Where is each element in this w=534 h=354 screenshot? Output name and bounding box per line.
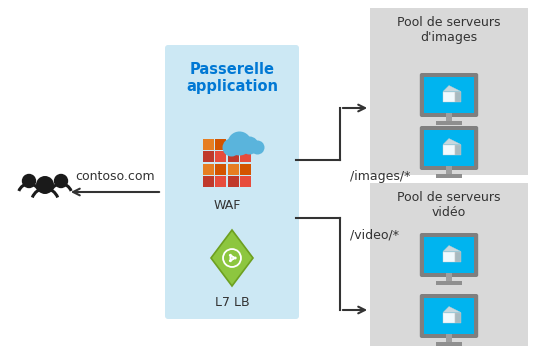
- Circle shape: [22, 174, 36, 188]
- Polygon shape: [443, 313, 455, 322]
- Bar: [424, 237, 474, 273]
- Bar: [203, 176, 214, 187]
- Polygon shape: [455, 144, 461, 155]
- FancyBboxPatch shape: [420, 126, 478, 170]
- Bar: [240, 176, 252, 187]
- Bar: [240, 151, 252, 162]
- Bar: [203, 151, 214, 162]
- FancyBboxPatch shape: [420, 73, 478, 117]
- Bar: [424, 77, 474, 113]
- Text: Pool de serveurs
vidéo: Pool de serveurs vidéo: [397, 191, 501, 219]
- Bar: [203, 164, 214, 175]
- Polygon shape: [443, 245, 461, 252]
- Polygon shape: [443, 86, 461, 92]
- FancyBboxPatch shape: [420, 294, 478, 338]
- Bar: [436, 342, 461, 346]
- Polygon shape: [443, 252, 455, 262]
- Polygon shape: [455, 92, 461, 102]
- Bar: [227, 176, 239, 187]
- Polygon shape: [455, 313, 461, 322]
- Bar: [446, 334, 452, 342]
- Polygon shape: [211, 230, 253, 286]
- Polygon shape: [455, 252, 461, 262]
- Polygon shape: [443, 138, 461, 144]
- Bar: [227, 139, 239, 150]
- FancyBboxPatch shape: [420, 233, 478, 277]
- Text: WAF: WAF: [213, 199, 241, 212]
- Bar: [424, 130, 474, 166]
- Bar: [203, 139, 214, 150]
- Bar: [370, 183, 528, 346]
- Text: contoso.com: contoso.com: [75, 170, 155, 183]
- Circle shape: [54, 174, 68, 188]
- Bar: [446, 273, 452, 281]
- Polygon shape: [443, 307, 461, 313]
- FancyBboxPatch shape: [165, 45, 299, 319]
- Text: /images/*: /images/*: [350, 170, 410, 183]
- Bar: [215, 151, 226, 162]
- Text: Passerelle
application: Passerelle application: [186, 62, 278, 95]
- Bar: [215, 139, 226, 150]
- Circle shape: [250, 141, 264, 154]
- Bar: [240, 139, 252, 150]
- Bar: [370, 8, 528, 175]
- Bar: [446, 113, 452, 121]
- Bar: [436, 121, 461, 125]
- Bar: [215, 164, 226, 175]
- Bar: [240, 164, 252, 175]
- Circle shape: [240, 137, 258, 154]
- Circle shape: [227, 131, 252, 155]
- Circle shape: [36, 176, 54, 194]
- Polygon shape: [443, 92, 455, 102]
- Bar: [227, 151, 239, 162]
- Polygon shape: [443, 144, 455, 155]
- Circle shape: [223, 138, 240, 156]
- Bar: [446, 166, 452, 174]
- Bar: [227, 164, 239, 175]
- Bar: [436, 174, 461, 177]
- Text: /video/*: /video/*: [350, 228, 399, 241]
- Bar: [215, 176, 226, 187]
- Text: Pool de serveurs
d'images: Pool de serveurs d'images: [397, 16, 501, 44]
- Bar: [436, 281, 461, 285]
- Text: L7 LB: L7 LB: [215, 296, 249, 309]
- Bar: [424, 298, 474, 334]
